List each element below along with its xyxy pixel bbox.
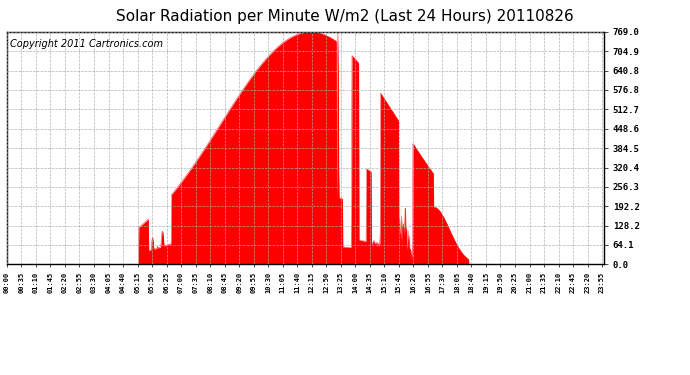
Text: Copyright 2011 Cartronics.com: Copyright 2011 Cartronics.com bbox=[10, 39, 163, 49]
Text: Solar Radiation per Minute W/m2 (Last 24 Hours) 20110826: Solar Radiation per Minute W/m2 (Last 24… bbox=[116, 9, 574, 24]
